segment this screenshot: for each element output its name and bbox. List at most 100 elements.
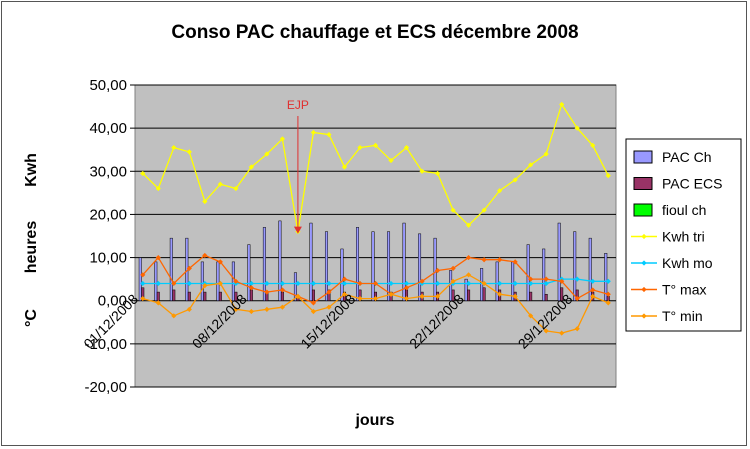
bar-pac-ecs — [529, 291, 533, 301]
point-kwh-mo — [326, 280, 332, 287]
bar-pac-ecs — [544, 293, 548, 301]
point-kwh-mo — [341, 280, 348, 287]
point-kwh-tri — [326, 132, 332, 138]
point-t-max — [574, 295, 580, 302]
point-kwh-mo — [310, 280, 317, 287]
point-kwh-mo — [512, 280, 518, 287]
legend-label: PAC ECS — [662, 176, 722, 192]
point-kwh-tri — [264, 151, 270, 157]
point-t-min — [248, 308, 254, 315]
point-kwh-tri — [403, 144, 410, 151]
bar-pac-ch — [604, 253, 608, 301]
point-t-min — [279, 304, 286, 310]
bar-pac-ecs — [156, 291, 160, 301]
bar-pac-ecs — [172, 289, 176, 301]
legend: PAC Ch PAC ECS fioul ch Kwh tri Kwh mo T° max… — [631, 149, 722, 324]
bar-pac-ch — [511, 261, 515, 301]
point-t-max — [171, 280, 177, 287]
point-kwh-mo — [543, 280, 549, 287]
point-t-min — [264, 306, 270, 312]
point-t-min — [388, 291, 394, 297]
point-kwh-tri — [528, 162, 534, 168]
point-kwh-mo — [155, 280, 161, 287]
point-kwh-tri — [419, 168, 425, 174]
legend-swatch — [633, 150, 653, 164]
point-kwh-tri — [279, 136, 286, 142]
point-t-min — [155, 300, 161, 306]
point-t-max — [450, 265, 456, 271]
chart-title: Conso PAC chauffage et ECS décembre 2008 — [171, 22, 578, 43]
point-t-max — [326, 289, 332, 295]
annotation-arrowhead — [293, 226, 302, 234]
point-t-max — [512, 259, 518, 265]
y-tick-label: -10,00 — [84, 336, 127, 353]
legend-label: Kwh tri — [662, 229, 705, 245]
point-kwh-mo — [590, 278, 596, 284]
point-kwh-tri — [559, 101, 565, 108]
point-t-min — [605, 300, 611, 306]
legend-box — [625, 138, 742, 332]
point-t-max — [419, 278, 425, 284]
point-t-max — [590, 287, 596, 293]
point-t-max — [264, 289, 270, 295]
point-t-max — [155, 254, 161, 261]
point-t-max — [372, 280, 379, 287]
point-kwh-mo — [140, 280, 146, 287]
point-t-min — [419, 293, 425, 299]
point-t-min — [202, 283, 208, 289]
legend-label: PAC Ch — [662, 149, 712, 165]
point-t-max — [310, 300, 317, 306]
point-kwh-mo — [403, 280, 410, 287]
point-kwh-mo — [248, 280, 254, 287]
bar-pac-ch — [542, 248, 546, 301]
point-kwh-mo — [434, 280, 441, 287]
bar-pac-ch — [309, 222, 313, 301]
point-kwh-tri — [202, 198, 208, 205]
bar-pac-ch — [464, 278, 468, 301]
bar-pac-ch — [387, 231, 391, 301]
point-t-min — [574, 326, 580, 332]
legend-marker — [641, 260, 647, 266]
bar-pac-ch — [324, 231, 328, 301]
bar-pac-ecs — [280, 291, 284, 301]
bar-pac-ch — [247, 244, 251, 301]
point-kwh-mo — [295, 280, 301, 287]
point-kwh-tri — [605, 173, 611, 179]
point-kwh-tri — [590, 142, 596, 148]
y-label-celsius: °C — [23, 309, 40, 327]
bar-pac-ch — [526, 244, 530, 301]
point-t-min — [171, 313, 177, 319]
bar-pac-ch — [371, 231, 375, 301]
point-t-min — [481, 280, 487, 287]
point-t-min — [450, 278, 456, 284]
point-t-max — [605, 291, 611, 297]
legend-swatch — [633, 203, 653, 217]
x-axis-label: jours — [354, 412, 394, 429]
bar-pac-ch — [262, 227, 266, 301]
bar-pac-ch — [356, 227, 359, 301]
bar-pac-ch — [293, 272, 297, 301]
annotation-label: EJP — [287, 98, 309, 112]
y-tick-label: 10,00 — [89, 250, 127, 267]
bar-pac-ch — [557, 222, 561, 301]
point-t-min — [590, 293, 596, 299]
point-t-max — [465, 254, 472, 261]
point-kwh-tri — [248, 164, 254, 170]
point-kwh-mo — [605, 278, 611, 284]
point-t-min — [497, 291, 503, 297]
point-t-max — [202, 252, 208, 259]
bar-pac-ecs — [311, 289, 315, 301]
point-t-min — [140, 295, 146, 302]
bar-pac-ch — [418, 233, 422, 301]
bar-pac-ecs — [187, 291, 191, 301]
point-kwh-mo — [465, 280, 472, 287]
point-kwh-tri — [450, 207, 456, 213]
point-kwh-tri — [155, 185, 161, 192]
point-kwh-tri — [497, 188, 503, 194]
point-kwh-mo — [186, 280, 192, 287]
point-kwh-tri — [512, 177, 518, 183]
legend-label: T° min — [662, 308, 703, 324]
bar-pac-ecs — [606, 296, 610, 301]
point-t-max — [279, 287, 286, 293]
